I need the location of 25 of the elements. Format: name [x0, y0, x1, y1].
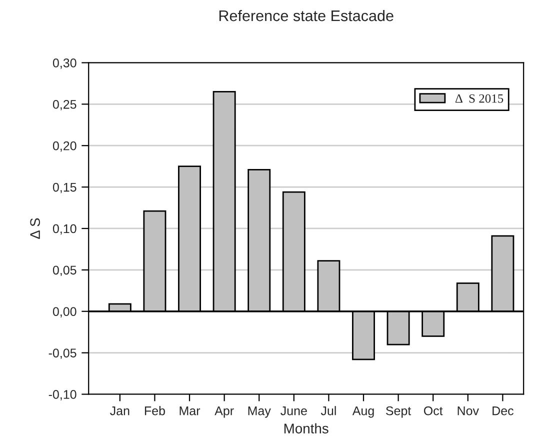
y-tick-label: 0,20: [52, 141, 76, 152]
y-tick-label: 0,25: [52, 100, 76, 110]
legend-label: Δ S 2015: [455, 94, 504, 103]
x-tick-label: Mar: [180, 406, 200, 416]
x-tick-label: Sept: [386, 406, 412, 418]
x-tick-label: Nov: [458, 406, 479, 416]
x-tick-label: May: [248, 406, 271, 418]
y-tick-label: -0,05: [48, 348, 76, 359]
x-axis-title: Months: [284, 423, 328, 434]
y-tick-label: 0,15: [52, 182, 76, 194]
x-tick-label: Dec: [492, 406, 514, 416]
y-axis-title: Δ S: [30, 218, 40, 239]
chart-title: Reference state Estacade: [219, 10, 394, 22]
x-tick-label: Jan: [110, 406, 130, 416]
y-tick-label: 0,30: [52, 58, 76, 69]
x-tick-label: Aug: [352, 406, 374, 418]
x-tick-label: Apr: [214, 406, 234, 418]
y-tick-label: 0,00: [52, 307, 76, 318]
x-tick-label: June: [280, 406, 307, 416]
y-tick-label: -0,10: [48, 390, 76, 400]
x-tick-label: Feb: [144, 406, 165, 416]
y-tick-label: 0,05: [52, 266, 76, 276]
x-tick-label: Oct: [424, 406, 443, 416]
y-tick-label: 0,10: [52, 224, 76, 235]
x-tick-label: Jul: [320, 406, 336, 416]
